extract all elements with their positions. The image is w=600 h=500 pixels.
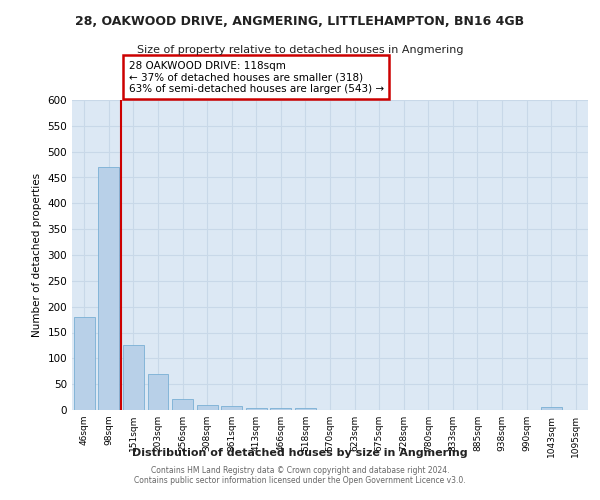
Bar [221,406,242,410]
Bar [197,405,218,410]
Bar [148,374,169,410]
Bar [246,408,267,410]
Bar [541,408,562,410]
Bar [74,317,95,410]
Bar [172,398,193,410]
Bar [271,408,292,410]
Bar [98,167,119,410]
Text: Contains HM Land Registry data © Crown copyright and database right 2024.
Contai: Contains HM Land Registry data © Crown c… [134,466,466,485]
Text: Distribution of detached houses by size in Angmering: Distribution of detached houses by size … [132,448,468,458]
Y-axis label: Number of detached properties: Number of detached properties [32,173,42,337]
Bar [123,346,144,410]
Text: Size of property relative to detached houses in Angmering: Size of property relative to detached ho… [137,45,463,55]
Bar [295,408,316,410]
Text: 28, OAKWOOD DRIVE, ANGMERING, LITTLEHAMPTON, BN16 4GB: 28, OAKWOOD DRIVE, ANGMERING, LITTLEHAMP… [76,15,524,28]
Text: 28 OAKWOOD DRIVE: 118sqm
← 37% of detached houses are smaller (318)
63% of semi-: 28 OAKWOOD DRIVE: 118sqm ← 37% of detach… [128,60,383,94]
